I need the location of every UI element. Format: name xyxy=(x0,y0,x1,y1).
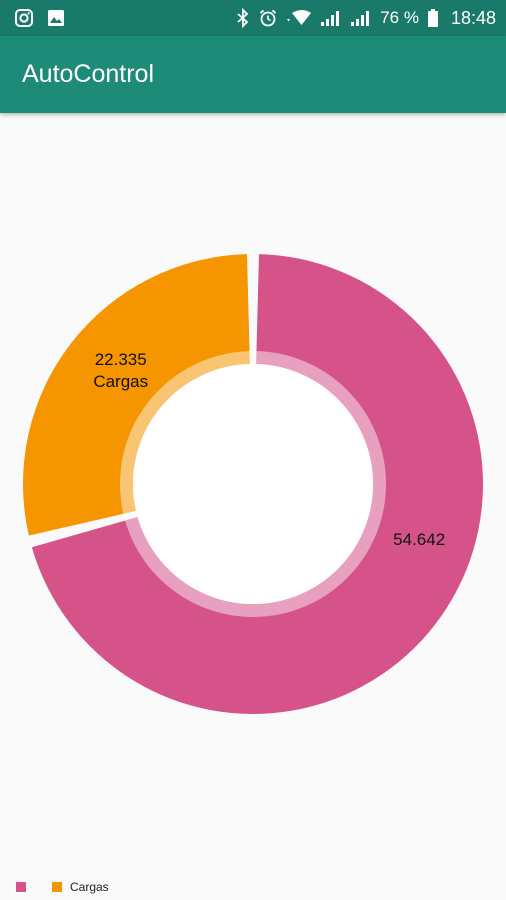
clock: 18:48 xyxy=(450,7,496,28)
legend-swatch xyxy=(16,882,26,892)
signal-icon-2 xyxy=(350,10,372,26)
signal-icon xyxy=(320,10,342,26)
legend-label: Cargas xyxy=(70,880,109,894)
battery-percentage: 76 % xyxy=(380,8,419,27)
value-label-cargas: 22.335 xyxy=(95,350,147,369)
alarm-icon xyxy=(258,8,278,28)
legend-swatch xyxy=(52,882,62,892)
wifi-icon xyxy=(286,9,312,27)
pie-slice-cargas[interactable] xyxy=(22,254,250,536)
instagram-icon xyxy=(14,8,34,28)
battery-icon xyxy=(427,8,439,28)
donut-chart[interactable]: 54.642 22.335 Cargas xyxy=(0,113,506,873)
status-bar: 76 % 18:48 xyxy=(0,0,506,36)
legend-item-series-1 xyxy=(16,882,34,892)
value-label-series-1: 54.642 xyxy=(393,530,445,549)
donut-hole xyxy=(133,364,373,604)
slice-label-cargas: Cargas xyxy=(93,372,148,391)
image-icon xyxy=(46,8,66,28)
chart-legend: Cargas xyxy=(16,880,127,894)
legend-item-cargas: Cargas xyxy=(52,880,109,894)
app-title: AutoControl xyxy=(22,60,155,88)
status-right: 76 % 18:48 xyxy=(228,8,496,29)
pie-slice-series-1[interactable] xyxy=(31,254,484,714)
status-left xyxy=(14,8,78,28)
app-bar: AutoControl xyxy=(0,36,506,113)
chart-area: 54.642 22.335 Cargas xyxy=(0,113,506,873)
bluetooth-icon xyxy=(236,8,250,28)
